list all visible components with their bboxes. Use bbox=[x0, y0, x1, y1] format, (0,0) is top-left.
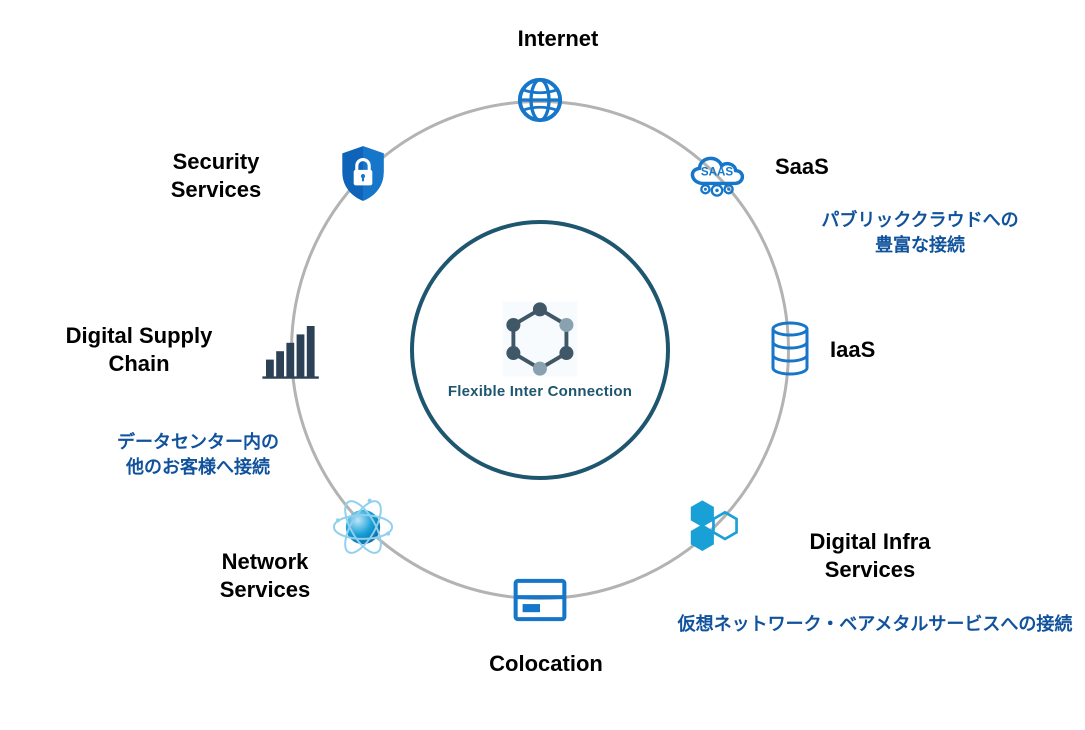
svg-text:SAAS: SAAS bbox=[701, 166, 733, 179]
diagram-stage: Flexible Inter Connection Internet SAAS … bbox=[0, 0, 1085, 730]
center-title: Flexible Inter Connection bbox=[448, 383, 632, 400]
saas-cloud-icon: SAAS bbox=[682, 144, 752, 202]
node-security bbox=[337, 143, 389, 203]
label-iaas: IaaS bbox=[830, 336, 910, 364]
label-security: Security Services bbox=[136, 148, 296, 203]
node-saas: SAAS bbox=[682, 144, 752, 202]
globe-icon bbox=[512, 72, 568, 128]
label-colocation: Colocation bbox=[476, 650, 616, 678]
label-digital-supply: Digital Supply Chain bbox=[34, 322, 244, 377]
shield-lock-icon bbox=[337, 143, 389, 203]
subtext-saas: パブリッククラウドへの 豊富な接続 bbox=[770, 208, 1070, 258]
label-saas: SaaS bbox=[775, 153, 875, 181]
node-digital-supply bbox=[260, 320, 320, 380]
subtext-digital-supply: データセンター内の 他のお客様へ接続 bbox=[88, 430, 308, 480]
interconnect-icon bbox=[501, 300, 579, 378]
label-network: Network Services bbox=[190, 548, 340, 603]
label-internet: Internet bbox=[498, 25, 618, 53]
hexagons-icon bbox=[677, 491, 757, 563]
subtext-digital-infra: 仮想ネットワーク・ベアメタルサービスへの接続 bbox=[660, 612, 1085, 637]
node-internet bbox=[512, 72, 568, 128]
server-card-icon bbox=[511, 575, 569, 625]
node-colocation bbox=[511, 575, 569, 625]
database-icon bbox=[765, 319, 815, 381]
node-network bbox=[330, 494, 396, 560]
node-iaas bbox=[765, 319, 815, 381]
bars-building-icon bbox=[260, 320, 320, 380]
center-node: Flexible Inter Connection bbox=[448, 300, 632, 400]
network-globe-icon bbox=[330, 494, 396, 560]
node-digital-infra bbox=[677, 491, 757, 563]
label-digital-infra: Digital Infra Services bbox=[760, 528, 980, 583]
